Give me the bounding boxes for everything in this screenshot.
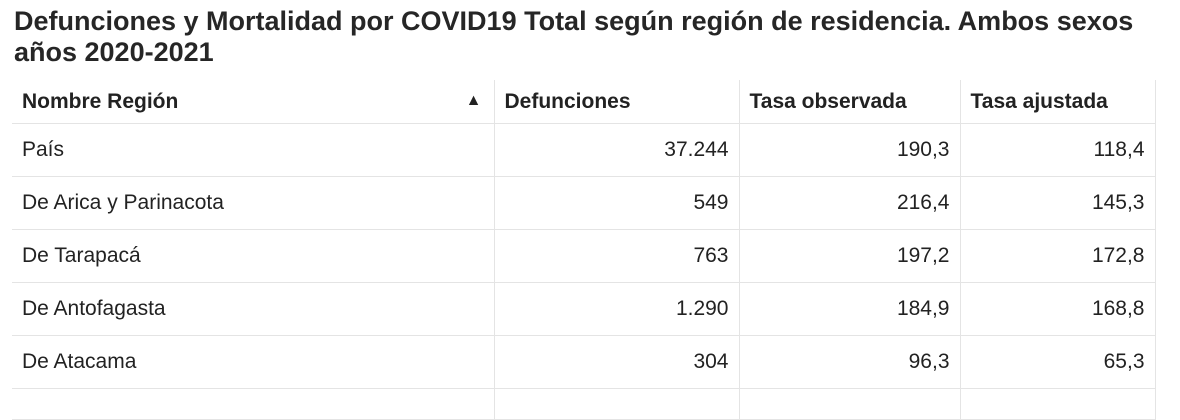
cell-tasa-ajustada: 172,8 — [960, 229, 1156, 283]
cell-defunciones: 1.290 — [494, 282, 740, 336]
table-row-partial — [12, 388, 1156, 420]
cell-defunciones: 37.244 — [494, 123, 740, 177]
cell-defunciones: 763 — [494, 229, 740, 283]
column-header-region[interactable]: Nombre Región ▲ — [12, 80, 495, 124]
cell-tasa-observada: 216,4 — [739, 176, 961, 230]
column-header-defunciones[interactable]: Defunciones — [494, 80, 740, 124]
column-header-tasa-ajustada[interactable]: Tasa ajustada — [960, 80, 1156, 124]
cell-region: De Tarapacá — [12, 229, 495, 283]
cell-tasa-ajustada: 168,8 — [960, 282, 1156, 336]
cell-tasa-ajustada: 65,3 — [960, 335, 1156, 389]
sort-ascending-icon[interactable]: ▲ — [465, 91, 482, 109]
table-row: De Tarapacá 763 197,2 172,8 — [12, 229, 1156, 283]
cell-tasa-ajustada: 118,4 — [960, 123, 1156, 177]
cell-empty — [494, 388, 740, 420]
header-row: Nombre Región ▲ Defunciones Tasa observa… — [12, 80, 1156, 124]
column-header-tasa-observada[interactable]: Tasa observada — [739, 80, 961, 124]
cell-tasa-observada: 184,9 — [739, 282, 961, 336]
cell-empty — [12, 388, 495, 420]
cell-tasa-observada: 197,2 — [739, 229, 961, 283]
chart-title: Defunciones y Mortalidad por COVID19 Tot… — [14, 6, 1134, 67]
cell-empty — [739, 388, 961, 420]
data-table: Nombre Región ▲ Defunciones Tasa observa… — [12, 80, 1156, 420]
cell-empty — [960, 388, 1156, 420]
table-row: De Antofagasta 1.290 184,9 168,8 — [12, 282, 1156, 336]
cell-defunciones: 304 — [494, 335, 740, 389]
cell-tasa-observada: 190,3 — [739, 123, 961, 177]
cell-defunciones: 549 — [494, 176, 740, 230]
cell-tasa-ajustada: 145,3 — [960, 176, 1156, 230]
column-header-label: Nombre Región — [22, 89, 179, 113]
cell-region: De Atacama — [12, 335, 495, 389]
cell-region: De Antofagasta — [12, 282, 495, 336]
table-row: De Atacama 304 96,3 65,3 — [12, 335, 1156, 389]
cell-tasa-observada: 96,3 — [739, 335, 961, 389]
cell-region: País — [12, 123, 495, 177]
cell-region: De Arica y Parinacota — [12, 176, 495, 230]
table-row: De Arica y Parinacota 549 216,4 145,3 — [12, 176, 1156, 230]
table-row: País 37.244 190,3 118,4 — [12, 123, 1156, 177]
